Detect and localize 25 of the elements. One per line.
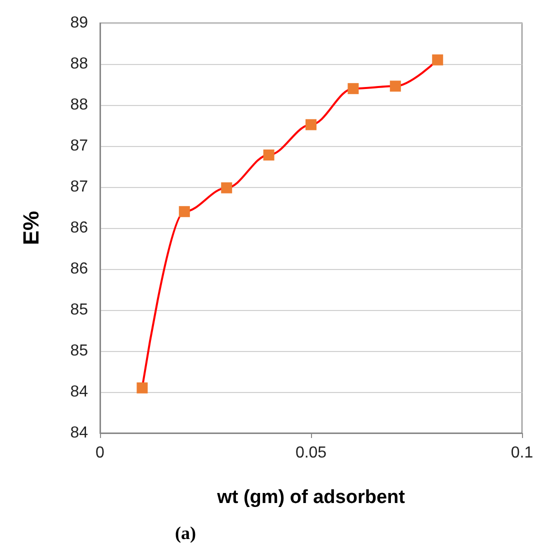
y-tick-label: 84	[70, 424, 88, 442]
point	[221, 182, 232, 194]
y-tick-label: 87	[70, 138, 88, 154]
point	[390, 80, 401, 92]
y-tick-label: 84	[70, 384, 88, 400]
point	[263, 150, 274, 161]
text: (a)	[175, 523, 196, 543]
x-axis-title: wt (gm) of adsorbent	[216, 487, 406, 508]
x-tick-label: 0.05	[295, 444, 327, 462]
point	[178, 206, 190, 218]
y-tick-label: 87	[70, 178, 88, 196]
y-tick-label: 85	[70, 302, 88, 318]
y-tick-label: 88	[70, 96, 88, 114]
y-tick-label: 85	[70, 342, 88, 360]
y-tick-label: 86	[70, 220, 88, 236]
point	[136, 382, 148, 394]
point	[432, 54, 444, 66]
y-tick-label: 86	[70, 260, 88, 278]
point	[348, 83, 359, 94]
x-tick-label: 0.1	[510, 444, 534, 462]
point	[306, 119, 316, 130]
y-tick-label: 89	[70, 14, 88, 32]
y-axis-title: E%	[18, 210, 44, 246]
x-tick-label: 0	[96, 444, 105, 462]
y-tick-label: 88	[70, 56, 88, 72]
